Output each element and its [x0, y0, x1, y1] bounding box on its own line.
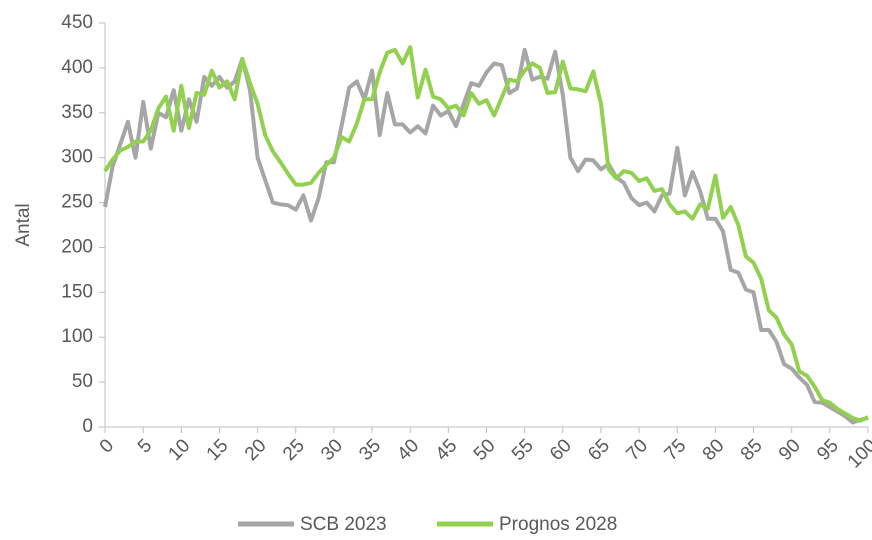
y-tick-label: 250 [61, 192, 93, 213]
x-tick-label: 35 [355, 435, 385, 465]
y-tick-label: 150 [61, 281, 93, 302]
y-tick-label: 200 [61, 236, 93, 257]
x-tick-label: 95 [813, 435, 843, 465]
x-tick-label: 5 [134, 435, 156, 457]
x-tick-label: 60 [546, 435, 576, 465]
x-tick-label: 85 [737, 435, 767, 465]
y-tick-label: 0 [82, 416, 93, 437]
y-tick-label: 350 [61, 102, 93, 123]
y-tick-label: 450 [61, 12, 93, 33]
x-tick-label: 10 [165, 435, 195, 465]
x-tick-label: 30 [317, 435, 347, 465]
x-tick-label: 0 [96, 435, 118, 457]
x-tick-label: 15 [203, 435, 233, 465]
y-tick-label: 100 [61, 326, 93, 347]
y-tick-label: 300 [61, 147, 93, 168]
legend-label: Prognos 2028 [499, 514, 617, 535]
y-axis-label: Antal [13, 203, 34, 246]
data-line [103, 47, 869, 425]
x-tick-label: 55 [508, 435, 538, 465]
data-line [103, 45, 869, 423]
x-tick-label: 20 [241, 435, 271, 465]
x-tick-label: 40 [393, 435, 423, 465]
x-tick-label: 100 [844, 435, 872, 472]
x-tick-label: 45 [432, 435, 462, 465]
legend-label: SCB 2023 [300, 514, 387, 535]
y-tick-label: 50 [72, 371, 93, 392]
x-tick-label: 25 [279, 435, 309, 465]
x-tick-label: 80 [699, 435, 729, 465]
x-tick-label: 70 [622, 435, 652, 465]
x-tick-label: 65 [584, 435, 614, 465]
x-tick-label: 50 [470, 435, 500, 465]
x-tick-label: 90 [775, 435, 805, 465]
y-tick-label: 400 [61, 57, 93, 78]
x-tick-label: 75 [661, 435, 691, 465]
